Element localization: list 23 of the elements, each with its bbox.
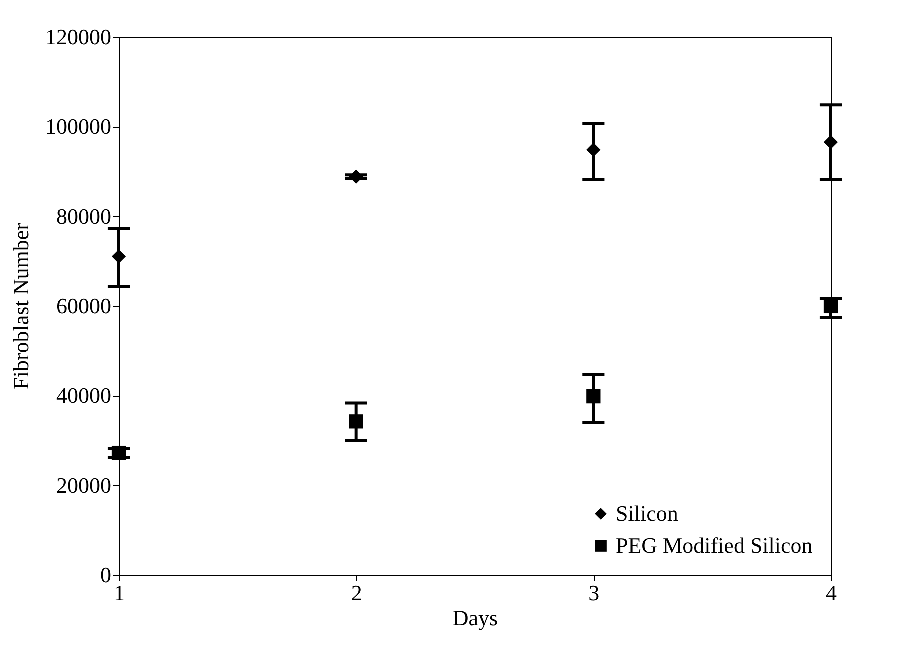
- x-tick-label: 4: [826, 580, 837, 606]
- point: [112, 446, 126, 460]
- point: [112, 250, 126, 264]
- x-tick-label: 3: [588, 580, 600, 606]
- point: [586, 389, 601, 404]
- y-tick-label: 20000: [56, 472, 112, 498]
- point: [349, 414, 364, 429]
- legend-label: Silicon: [616, 501, 678, 526]
- x-tick-label: 1: [114, 580, 125, 606]
- point: [586, 142, 601, 158]
- y-tick-label: 120000: [46, 24, 112, 50]
- y-tick-label: 60000: [56, 294, 112, 318]
- point: [824, 135, 838, 150]
- legend-label: PEG Modified Silicon: [616, 533, 813, 558]
- y-tick-label: 80000: [56, 204, 112, 229]
- x-axis-title: Days: [452, 606, 498, 630]
- y-tick-label: 100000: [46, 114, 112, 140]
- y-axis-title: Fibroblast Number: [8, 222, 34, 390]
- x-tick-label: 2: [351, 580, 362, 606]
- y-tick-label: 40000: [56, 383, 112, 408]
- point: [824, 299, 838, 314]
- point: [349, 170, 364, 184]
- y-tick-label: 0: [100, 562, 112, 588]
